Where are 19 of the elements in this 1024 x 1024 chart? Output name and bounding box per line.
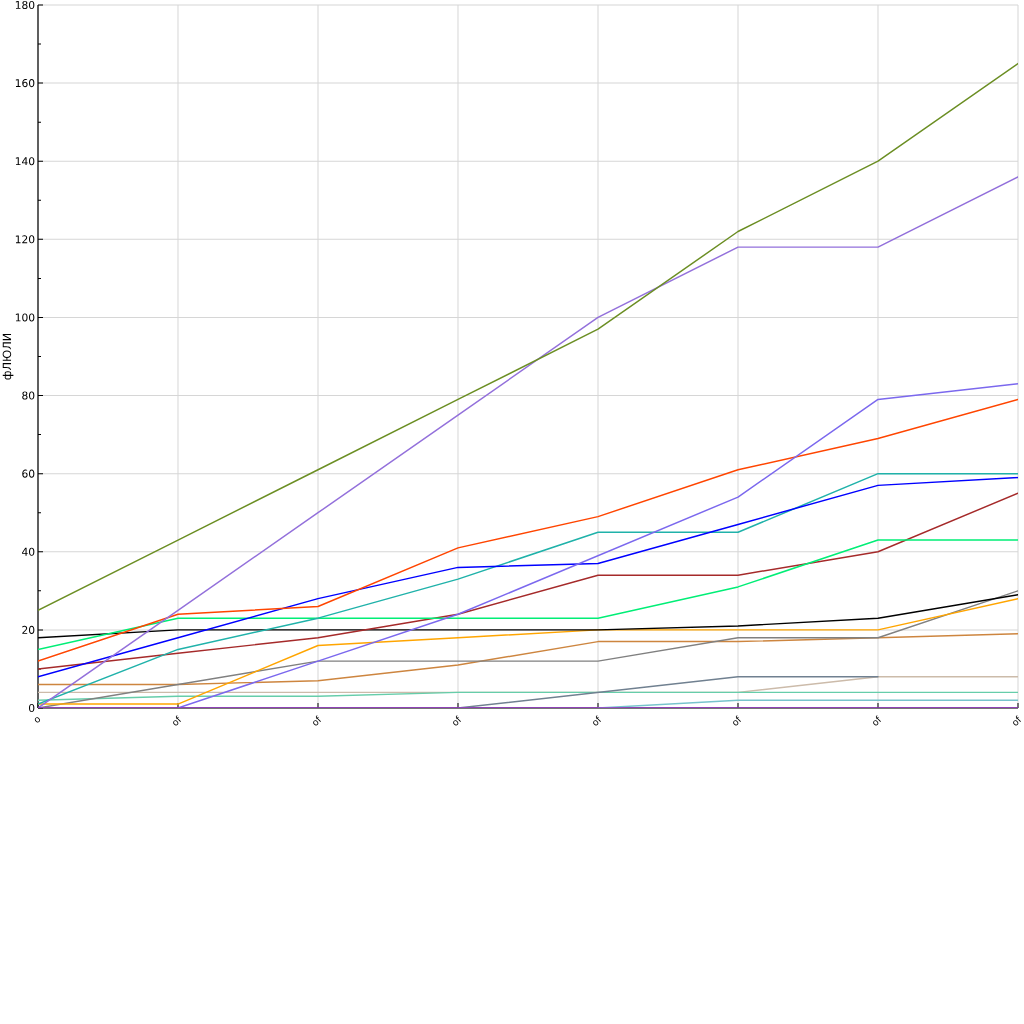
y-tick-label: 20 — [22, 625, 35, 634]
y-tick-label: 40 — [22, 547, 35, 556]
y-tick-label: 160 — [15, 79, 35, 88]
x-tick-label: of — [453, 715, 461, 726]
y-tick-label: 80 — [22, 391, 35, 400]
y-tick-label: 140 — [15, 157, 35, 166]
x-tick-label: of — [593, 715, 601, 726]
x-tick-label: o — [34, 717, 41, 723]
x-tick-label: of — [173, 715, 181, 726]
y-tick-label: 180 — [15, 0, 35, 10]
x-tick-label: of — [873, 715, 881, 726]
x-tick-label: of — [1013, 715, 1021, 726]
y-tick-label: 100 — [15, 313, 35, 322]
y-tick-label: 60 — [22, 469, 35, 478]
x-tick-label: of — [313, 715, 321, 726]
y-tick-label: 120 — [15, 235, 35, 244]
x-tick-label: of — [733, 715, 741, 726]
y-tick-label: 0 — [28, 703, 35, 713]
y-axis-title: фЛЮЛИ — [2, 333, 14, 380]
